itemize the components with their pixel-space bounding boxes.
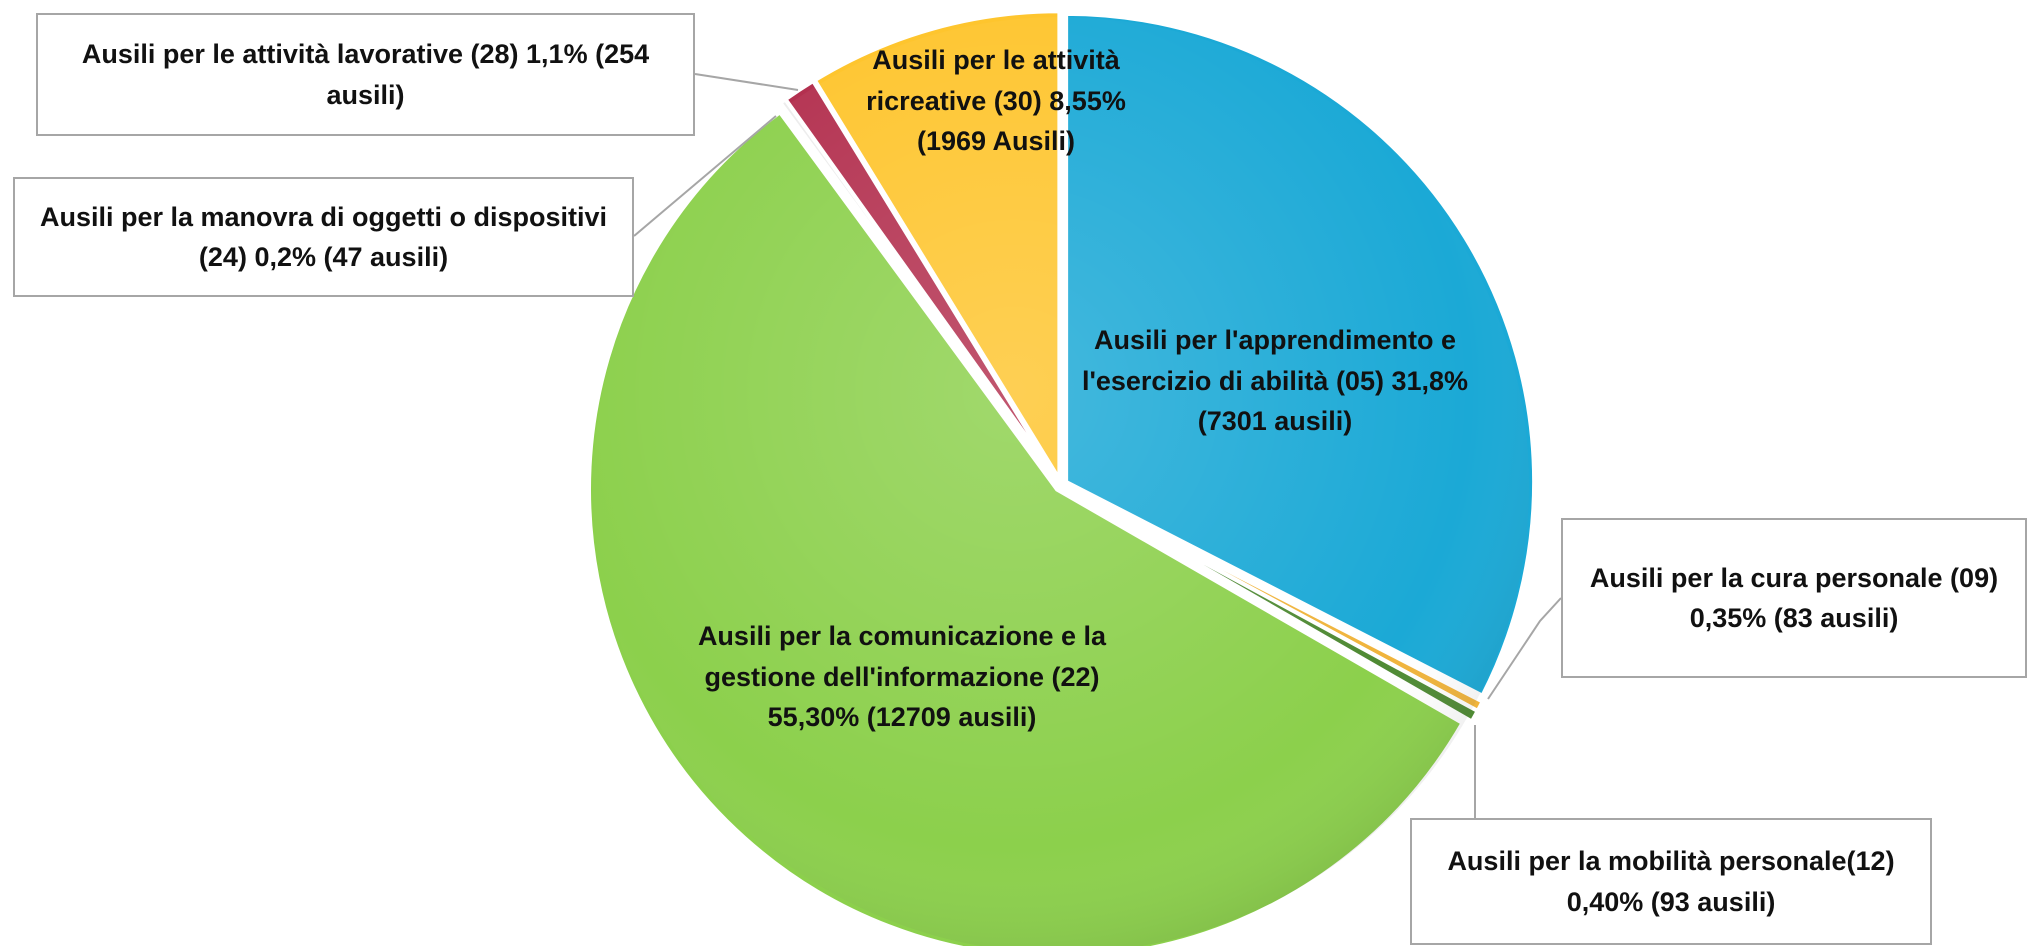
category-label: Ausili per la mobilità personale(12)	[1447, 846, 1895, 876]
data-label: Ausili per la comunicazione e la gestion…	[672, 616, 1132, 738]
count-label: (254 ausili)	[326, 39, 650, 110]
category-label: Ausili per la comunicazione e la gestion…	[697, 621, 1107, 692]
value-label: 8,55%	[1049, 85, 1126, 116]
value-label: 0,2%	[254, 242, 316, 272]
leader-line	[1487, 597, 1562, 700]
value-label: 31,8%	[1391, 365, 1469, 396]
value-label: 0,40%	[1566, 886, 1644, 917]
data-label: Ausili per le attività ricreative (30) 8…	[831, 40, 1161, 162]
category-label: Ausili per le attività lavorative (28)	[81, 39, 519, 69]
data-label: Ausili per la mobilità personale(12) 0,4…	[1410, 818, 1932, 945]
data-label: Ausili per le attività lavorative (28) 1…	[36, 13, 695, 136]
leader-line	[694, 73, 799, 91]
data-label: Ausili per la manovra di oggetti o dispo…	[13, 177, 634, 297]
data-label: Ausili per la cura personale (09) 0,35% …	[1561, 518, 2027, 678]
count-label: (12709 ausili)	[866, 702, 1037, 732]
count-label: (93 ausili)	[1650, 886, 1776, 917]
count-label: (47 ausili)	[323, 242, 449, 272]
value-label: 1,1%	[526, 39, 588, 69]
leader-line	[633, 115, 777, 237]
leader-lines	[633, 73, 1562, 818]
value-label: 0,35%	[1689, 603, 1767, 633]
count-label: (7301 ausili)	[1197, 406, 1353, 436]
category-label: Ausili per l'apprendimento e l'esercizio…	[1081, 325, 1456, 396]
value-label: 55,30%	[767, 702, 860, 732]
category-label: Ausili per la cura personale (09)	[1589, 562, 1999, 593]
data-label: Ausili per l'apprendimento e l'esercizio…	[1060, 320, 1490, 442]
category-label: Ausili per le attività ricreative (30)	[866, 45, 1120, 116]
category-label: Ausili per la manovra di oggetti o dispo…	[39, 201, 608, 273]
count-label: (83 ausili)	[1773, 603, 1899, 633]
count-label: (1969 Ausili)	[916, 126, 1076, 156]
